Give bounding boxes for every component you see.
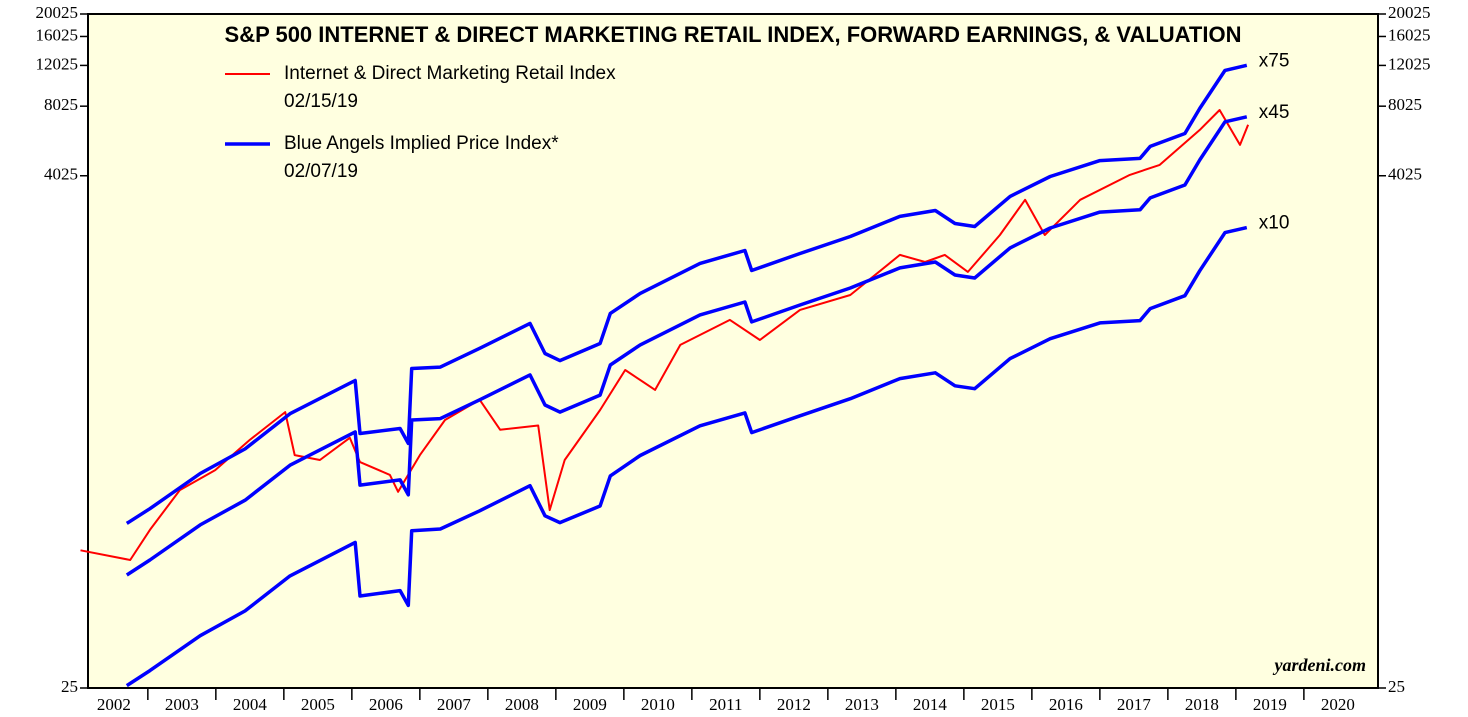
x-tick-label: 2005 — [301, 695, 335, 714]
x-tick-label: 2010 — [641, 695, 675, 714]
plot-area — [87, 13, 1379, 689]
x-tick-label: 2003 — [165, 695, 199, 714]
x-tick-label: 2018 — [1185, 695, 1219, 714]
x-tick-label: 2007 — [437, 695, 472, 714]
y2-tick-label: 8025 — [1388, 95, 1422, 114]
series-line — [125, 115, 1248, 577]
legend-date: 02/15/19 — [284, 91, 358, 112]
x-tick-label: 2013 — [845, 695, 879, 714]
y2-tick-label: 25 — [1388, 677, 1405, 696]
x-tick-label: 2004 — [233, 695, 268, 714]
x-tick-label: 2009 — [573, 695, 607, 714]
x-tick-label: 2002 — [97, 695, 131, 714]
legend-label: Blue Angels Implied Price Index* — [284, 133, 559, 154]
x-tick-label: 2017 — [1117, 695, 1152, 714]
y-tick-label: 4025 — [44, 165, 78, 184]
x-tick-label: 2008 — [505, 695, 539, 714]
y-tick-label: 20025 — [36, 3, 79, 22]
x-tick-label: 2006 — [369, 695, 403, 714]
y-tick-label: 16025 — [36, 25, 79, 44]
source: yardeni.com — [1273, 655, 1367, 675]
x-tick-label: 2012 — [777, 695, 811, 714]
x-tick-label: 2019 — [1253, 695, 1287, 714]
y-tick-label: 12025 — [36, 54, 79, 73]
x-tick-label: 2020 — [1321, 695, 1355, 714]
x-tick-label: 2015 — [981, 695, 1015, 714]
y-tick-label: 8025 — [44, 95, 78, 114]
y2-tick-label: 12025 — [1388, 54, 1431, 73]
series-line — [125, 225, 1248, 688]
legend-label: Internet & Direct Marketing Retail Index — [284, 63, 616, 84]
series-line — [125, 63, 1248, 525]
series-label: x75 — [1259, 50, 1290, 71]
y2-tick-label: 4025 — [1388, 165, 1422, 184]
legend-date: 02/07/19 — [284, 161, 358, 182]
y2-tick-label: 16025 — [1388, 25, 1431, 44]
y-tick-label: 25 — [61, 677, 78, 696]
series-label: x45 — [1259, 102, 1290, 123]
x-tick-label: 2016 — [1049, 695, 1083, 714]
y2-tick-label: 20025 — [1388, 3, 1431, 22]
x-tick-label: 2011 — [709, 695, 742, 714]
series-label: x10 — [1259, 213, 1290, 234]
chart-title: S&P 500 INTERNET & DIRECT MARKETING RETA… — [225, 22, 1242, 47]
x-tick-label: 2014 — [913, 695, 948, 714]
